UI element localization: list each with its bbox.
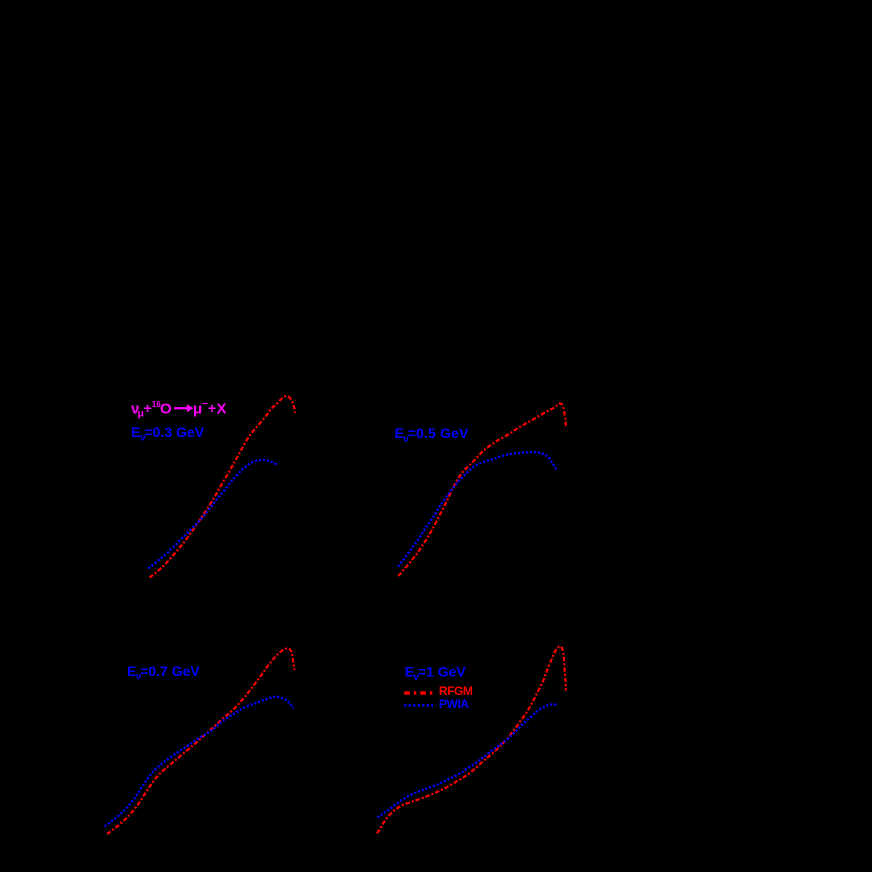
svg-text:PWIA: PWIA (439, 697, 469, 711)
svg-text:ν: ν (403, 434, 409, 445)
svg-text:+: + (208, 400, 216, 416)
svg-text:μ: μ (138, 408, 144, 420)
svg-text:=0.7 GeV: =0.7 GeV (140, 663, 200, 679)
svg-text:E: E (127, 663, 136, 679)
svg-text:=0.3 GeV: =0.3 GeV (145, 424, 205, 440)
svg-text:E: E (405, 663, 414, 679)
svg-text:=0.5 GeV: =0.5 GeV (408, 425, 469, 441)
svg-text:ν: ν (413, 672, 419, 683)
svg-text:ν: ν (140, 433, 146, 444)
svg-text:μ: μ (193, 401, 202, 418)
svg-text:–: – (202, 398, 208, 410)
svg-text:16: 16 (152, 400, 161, 409)
svg-text:X: X (217, 401, 227, 418)
svg-text:E: E (395, 425, 404, 441)
svg-text:E: E (131, 424, 140, 440)
svg-text:O: O (160, 401, 172, 418)
svg-text:RFGM: RFGM (439, 684, 473, 698)
svg-text:+: + (144, 400, 152, 416)
svg-text:ν: ν (136, 672, 142, 683)
svg-text:ν: ν (131, 401, 139, 418)
svg-text:=1 GeV: =1 GeV (418, 663, 467, 679)
